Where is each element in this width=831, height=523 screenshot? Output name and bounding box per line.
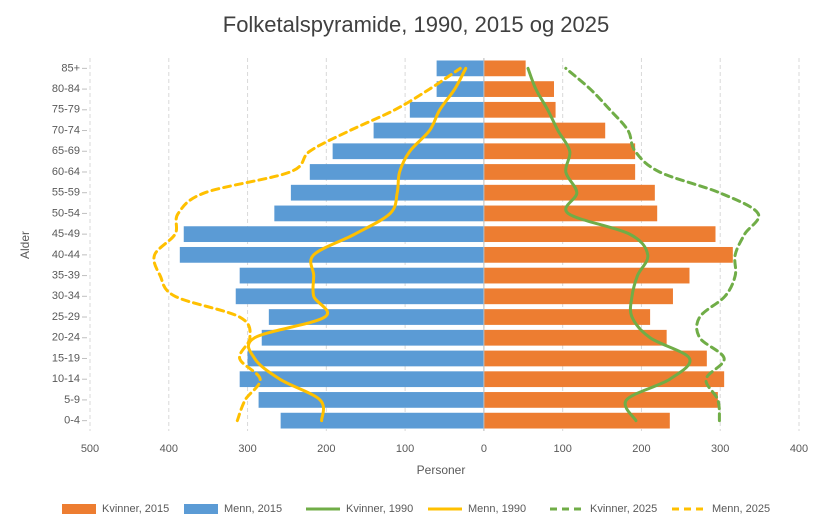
x-tick-label: 400 (160, 443, 178, 455)
bar (409, 101, 484, 118)
bar (239, 371, 484, 388)
bar (483, 122, 606, 139)
bar (483, 164, 636, 180)
line (152, 66, 462, 423)
bar (235, 288, 484, 305)
y-tick-label: 70-74 (52, 124, 80, 136)
bar (483, 143, 636, 160)
bar (183, 226, 484, 243)
bar (483, 288, 673, 305)
bar (483, 392, 718, 408)
x-tick-label: 100 (553, 443, 571, 455)
y-tick-label: 30-34 (52, 290, 80, 302)
bar (483, 101, 556, 118)
legend-label: Menn, 1990 (468, 503, 526, 515)
bar (483, 226, 716, 243)
legend-label: Menn, 2025 (712, 503, 770, 515)
bar (274, 205, 484, 222)
bar (483, 412, 670, 429)
y-tick-label: 55-59 (52, 187, 80, 199)
legend-label: Kvinner, 2025 (590, 503, 657, 515)
bar (483, 81, 555, 97)
y-tick-label: 5-9 (64, 394, 80, 406)
y-axis-label: Alder (18, 231, 32, 259)
y-tick-label: 20-24 (52, 332, 80, 344)
bar (179, 246, 484, 263)
bar (483, 267, 690, 284)
legend-label: Kvinner, 1990 (346, 503, 413, 515)
legend-label: Menn, 2015 (224, 503, 282, 515)
bar (483, 309, 651, 325)
x-tick-label: 100 (396, 443, 414, 455)
y-tick-label: 85+ (61, 62, 80, 74)
y-tick-label: 0-4 (64, 415, 80, 427)
bar (483, 246, 733, 263)
y-tick-label: 65-69 (52, 145, 80, 157)
bar (483, 350, 707, 367)
bar (483, 371, 725, 388)
legend-label: Kvinner, 2015 (102, 503, 169, 515)
y-tick-label: 10-14 (52, 373, 80, 385)
bar (239, 267, 484, 284)
bar (436, 81, 484, 97)
bar (247, 350, 484, 367)
bar (280, 412, 484, 429)
bar (483, 60, 526, 77)
y-tick-label: 80-84 (52, 83, 80, 95)
y-tick-label: 25-29 (52, 311, 80, 323)
x-tick-label: 300 (711, 443, 729, 455)
legend-swatch (62, 504, 96, 514)
chart-title: Folketalspyramide, 1990, 2015 og 2025 (223, 12, 609, 37)
y-tick-label: 50-54 (52, 207, 80, 219)
y-tick-label: 15-19 (52, 352, 80, 364)
x-tick-label: 300 (238, 443, 256, 455)
y-tick-label: 75-79 (52, 104, 80, 116)
x-tick-label: 0 (481, 443, 487, 455)
bar (268, 309, 484, 325)
x-axis-label: Personer (417, 463, 466, 477)
bar (483, 329, 667, 346)
y-tick-label: 45-49 (52, 228, 80, 240)
y-tick-label: 40-44 (52, 249, 80, 261)
x-tick-label: 200 (632, 443, 650, 455)
bar (483, 184, 655, 201)
legend-swatch (184, 504, 218, 514)
bar (309, 164, 484, 180)
bar (261, 329, 484, 346)
x-tick-label: 200 (317, 443, 335, 455)
x-tick-label: 400 (790, 443, 808, 455)
bar (290, 184, 484, 201)
line (564, 66, 761, 423)
x-tick-label: 500 (81, 443, 99, 455)
bar (258, 392, 484, 408)
line (526, 66, 692, 423)
y-tick-label: 35-39 (52, 269, 80, 281)
y-tick-label: 60-64 (52, 166, 80, 178)
line (246, 66, 468, 423)
